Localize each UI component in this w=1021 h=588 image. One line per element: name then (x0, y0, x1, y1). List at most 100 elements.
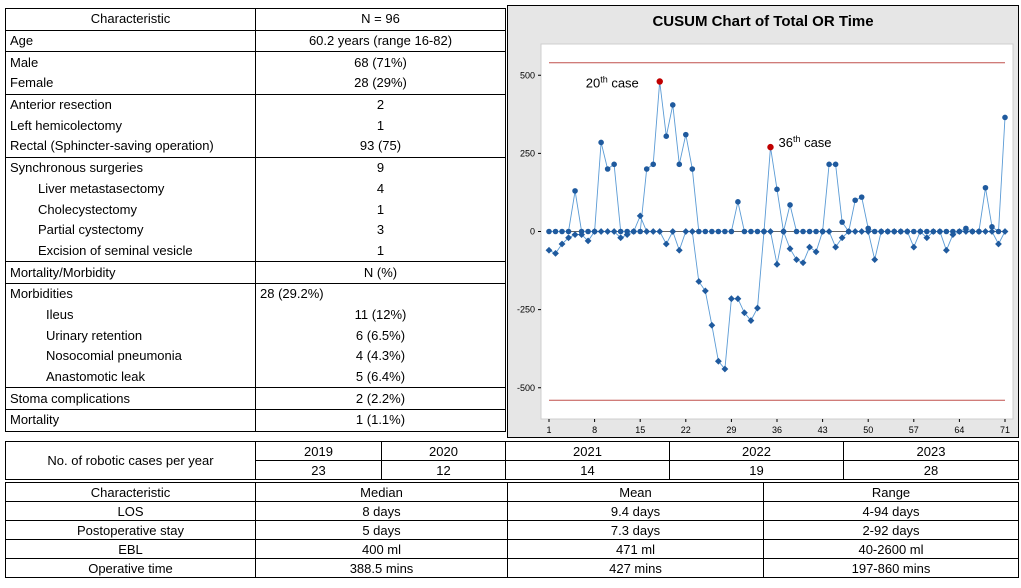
row-label: Ileus (5, 304, 256, 326)
row-label: Mortality (5, 409, 256, 432)
row-value: 28 (29.2%) (255, 282, 506, 305)
lower-cusum-point (714, 357, 722, 365)
lower-cusum-point (969, 228, 976, 235)
lower-cusum-point (675, 246, 683, 254)
year-2021: 2021 (505, 441, 670, 461)
cell-mean: 471 ml (507, 539, 764, 559)
lower-cusum-point (597, 228, 605, 235)
upper-cusum-point (696, 228, 702, 235)
upper-cusum-point (669, 102, 676, 108)
highlight-point (656, 78, 663, 85)
lower-cusum-point (942, 246, 950, 254)
row-value: 1 (255, 240, 506, 263)
table-row: Nosocomial pneumonia 4 (4.3%) (5, 346, 506, 367)
cases-per-year-label: No. of robotic cases per year (5, 441, 256, 480)
upper-cusum-point (995, 228, 1002, 235)
y-tick-label: 0 (530, 227, 535, 237)
lower-cusum-point (591, 228, 598, 235)
upper-cusum-point (858, 194, 865, 200)
lower-cusum-point (923, 234, 931, 242)
lower-cusum-point (825, 228, 833, 235)
row-value: 4 (4.3%) (255, 346, 506, 367)
row-value: 68 (71%) (255, 51, 506, 74)
table-row: Operative time 388.5 mins 427 mins 197-860 … (5, 558, 1019, 578)
year-2022: 2022 (669, 441, 844, 461)
table-row: Partial cystectomy 3 (5, 219, 506, 241)
cell-mean: 9.4 days (507, 501, 764, 521)
table-row: Postoperative stay 5 days 7.3 days 2-92 day… (5, 520, 1019, 540)
table-row: Stoma complications 2 (2.2%) (5, 387, 506, 411)
header-mean: Mean (507, 482, 764, 502)
row-value: 1 (255, 115, 506, 137)
lower-cusum-point (864, 228, 872, 235)
cell-range: 4-94 days (763, 501, 1019, 521)
y-tick-label: 250 (520, 148, 535, 158)
table-row: Female 28 (29%) (5, 73, 506, 95)
lower-cusum-point (656, 228, 664, 235)
row-label: Nosocomial pneumonia (5, 346, 256, 367)
cell-mean: 427 mins (507, 558, 764, 578)
upper-cusum-point (683, 131, 689, 138)
upper-cusum-point (852, 197, 858, 204)
lower-cusum-point (916, 228, 924, 235)
x-tick-label: 15 (635, 425, 645, 435)
row-value: 1 (1.1%) (255, 409, 506, 432)
upper-cusum-point (911, 228, 917, 235)
table-row: EBL 400 ml 471 ml 40-2600 ml (5, 539, 1019, 559)
cell-median: 8 days (255, 501, 508, 521)
row-label: Urinary retention (5, 325, 256, 346)
upper-cusum-point (806, 228, 813, 235)
row-value: 1 (255, 199, 506, 220)
cell-median: 388.5 mins (255, 558, 508, 578)
x-tick-label: 29 (726, 425, 736, 435)
row-value: 3 (255, 219, 506, 241)
row-value: 2 (255, 93, 506, 116)
lower-cusum-point (682, 228, 690, 235)
year-2019: 2019 (255, 441, 382, 461)
lower-cusum-point (701, 287, 709, 295)
upper-cusum-point (832, 161, 839, 168)
lower-cusum-point (721, 365, 729, 373)
upper-cusum-point (650, 161, 657, 168)
row-label: Anterior resection (5, 93, 256, 116)
cell-characteristic: EBL (5, 539, 256, 559)
table-row: Synchronous surgeries 9 (5, 156, 506, 179)
table-header-row: Characteristic N = 96 (5, 8, 506, 31)
header-range: Range (763, 482, 1019, 502)
table-row: Mortality 1 (1.1%) (5, 409, 506, 432)
cell-range: 197-860 mins (763, 558, 1019, 578)
upper-cusum-point (715, 228, 722, 235)
y-tick-label: 500 (520, 70, 535, 80)
upper-cusum-point (676, 161, 683, 168)
cell-mean: 7.3 days (507, 520, 764, 540)
demographics-table: Characteristic N = 96 Age 60.2 years (range… (5, 8, 506, 432)
lower-cusum-point (695, 278, 703, 285)
row-label: Male (5, 51, 256, 74)
row-label: Female (5, 73, 256, 95)
table-row: Anastomotic leak 5 (6.4%) (5, 366, 506, 389)
row-value: 11 (12%) (255, 304, 506, 326)
upper-cusum-point (689, 166, 696, 172)
upper-cusum-point (572, 188, 578, 194)
cell-range: 40-2600 ml (763, 539, 1019, 559)
row-label: Partial cystectomy (5, 219, 256, 241)
table-row: Left hemicolectomy 1 (5, 115, 506, 137)
lower-cusum-point (643, 228, 651, 235)
upper-cusum-point (754, 228, 761, 235)
table-row: Rectal (Sphincter-saving operation) 93 (7… (5, 136, 506, 158)
lower-cusum-point (767, 228, 774, 235)
upper-cusum-point (787, 202, 793, 208)
lower-cusum-point (728, 295, 735, 303)
lower-cusum-point (786, 245, 794, 253)
lower-cusum-point (662, 240, 670, 248)
x-tick-label: 22 (681, 425, 691, 435)
chart-title: CUSUM Chart of Total OR Time (652, 13, 873, 30)
lower-cusum-point (982, 228, 989, 235)
x-tick-label: 71 (1000, 425, 1010, 435)
upper-cusum-point (735, 199, 741, 205)
lower-cusum-point (845, 228, 853, 235)
lower-cusum-point (610, 228, 618, 235)
lower-cusum-point (604, 228, 612, 235)
count-2021: 14 (505, 460, 670, 480)
upper-cusum-point (565, 228, 572, 235)
